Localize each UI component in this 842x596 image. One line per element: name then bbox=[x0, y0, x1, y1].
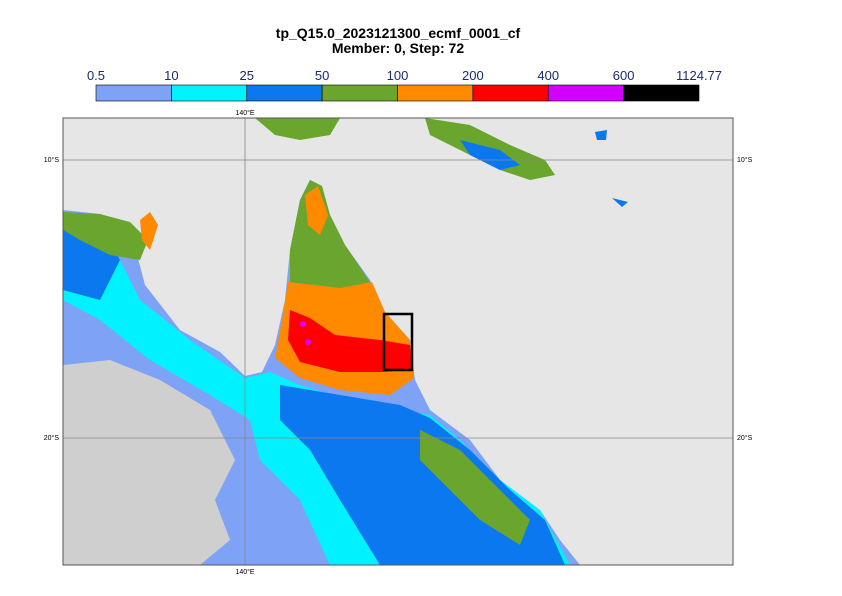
colorbar-label: 100 bbox=[387, 68, 409, 83]
map-frame bbox=[62, 117, 734, 566]
colorbar-label: 50 bbox=[315, 68, 329, 83]
rain-area bbox=[305, 186, 328, 235]
rain-area bbox=[595, 130, 607, 140]
lat-label: 10°S bbox=[44, 156, 60, 164]
colorbar-label: 600 bbox=[613, 68, 635, 83]
highlight-box bbox=[382, 312, 414, 372]
lon-label: 140°E bbox=[235, 568, 254, 576]
colorbar-label: 25 bbox=[240, 68, 254, 83]
rain-spot bbox=[300, 321, 306, 327]
colorbar-segment bbox=[472, 84, 549, 102]
colorbar-segment bbox=[246, 84, 323, 102]
rain-area bbox=[288, 310, 412, 372]
colorbar: 0.5 10 25 50 100 200 400 600 1124.77 bbox=[87, 68, 722, 102]
lat-label: 10°S bbox=[737, 156, 753, 164]
colorbar-segment bbox=[95, 84, 172, 102]
map: 140°E 140°E 10°S 10°S 20°S 20°S bbox=[44, 109, 753, 576]
dry-land bbox=[63, 360, 235, 565]
rain-area bbox=[460, 140, 520, 170]
colorbar-segment bbox=[397, 84, 474, 102]
colorbar-label: 0.5 bbox=[87, 68, 105, 83]
rain-spot bbox=[305, 339, 311, 345]
colorbar-segment bbox=[547, 84, 624, 102]
colorbar-label: 1124.77 bbox=[676, 68, 722, 83]
colorbar-segment bbox=[321, 84, 398, 102]
colorbar-label: 10 bbox=[164, 68, 178, 83]
rain-area bbox=[420, 430, 530, 545]
colorbar-label: 400 bbox=[537, 68, 559, 83]
subtitle: Member: 0, Step: 72 bbox=[332, 40, 464, 56]
rain-area bbox=[140, 212, 158, 250]
rain-area bbox=[63, 212, 148, 260]
colorbar-segment bbox=[623, 84, 700, 102]
title: tp_Q15.0_2023121300_ecmf_0001_cf bbox=[276, 25, 521, 41]
lat-label: 20°S bbox=[737, 434, 753, 442]
rain-area bbox=[255, 118, 340, 140]
lat-label: 20°S bbox=[44, 434, 60, 442]
colorbar-segment bbox=[171, 84, 248, 102]
colorbar-label: 200 bbox=[462, 68, 484, 83]
rain-area bbox=[612, 198, 628, 207]
lon-label: 140°E bbox=[235, 109, 254, 117]
